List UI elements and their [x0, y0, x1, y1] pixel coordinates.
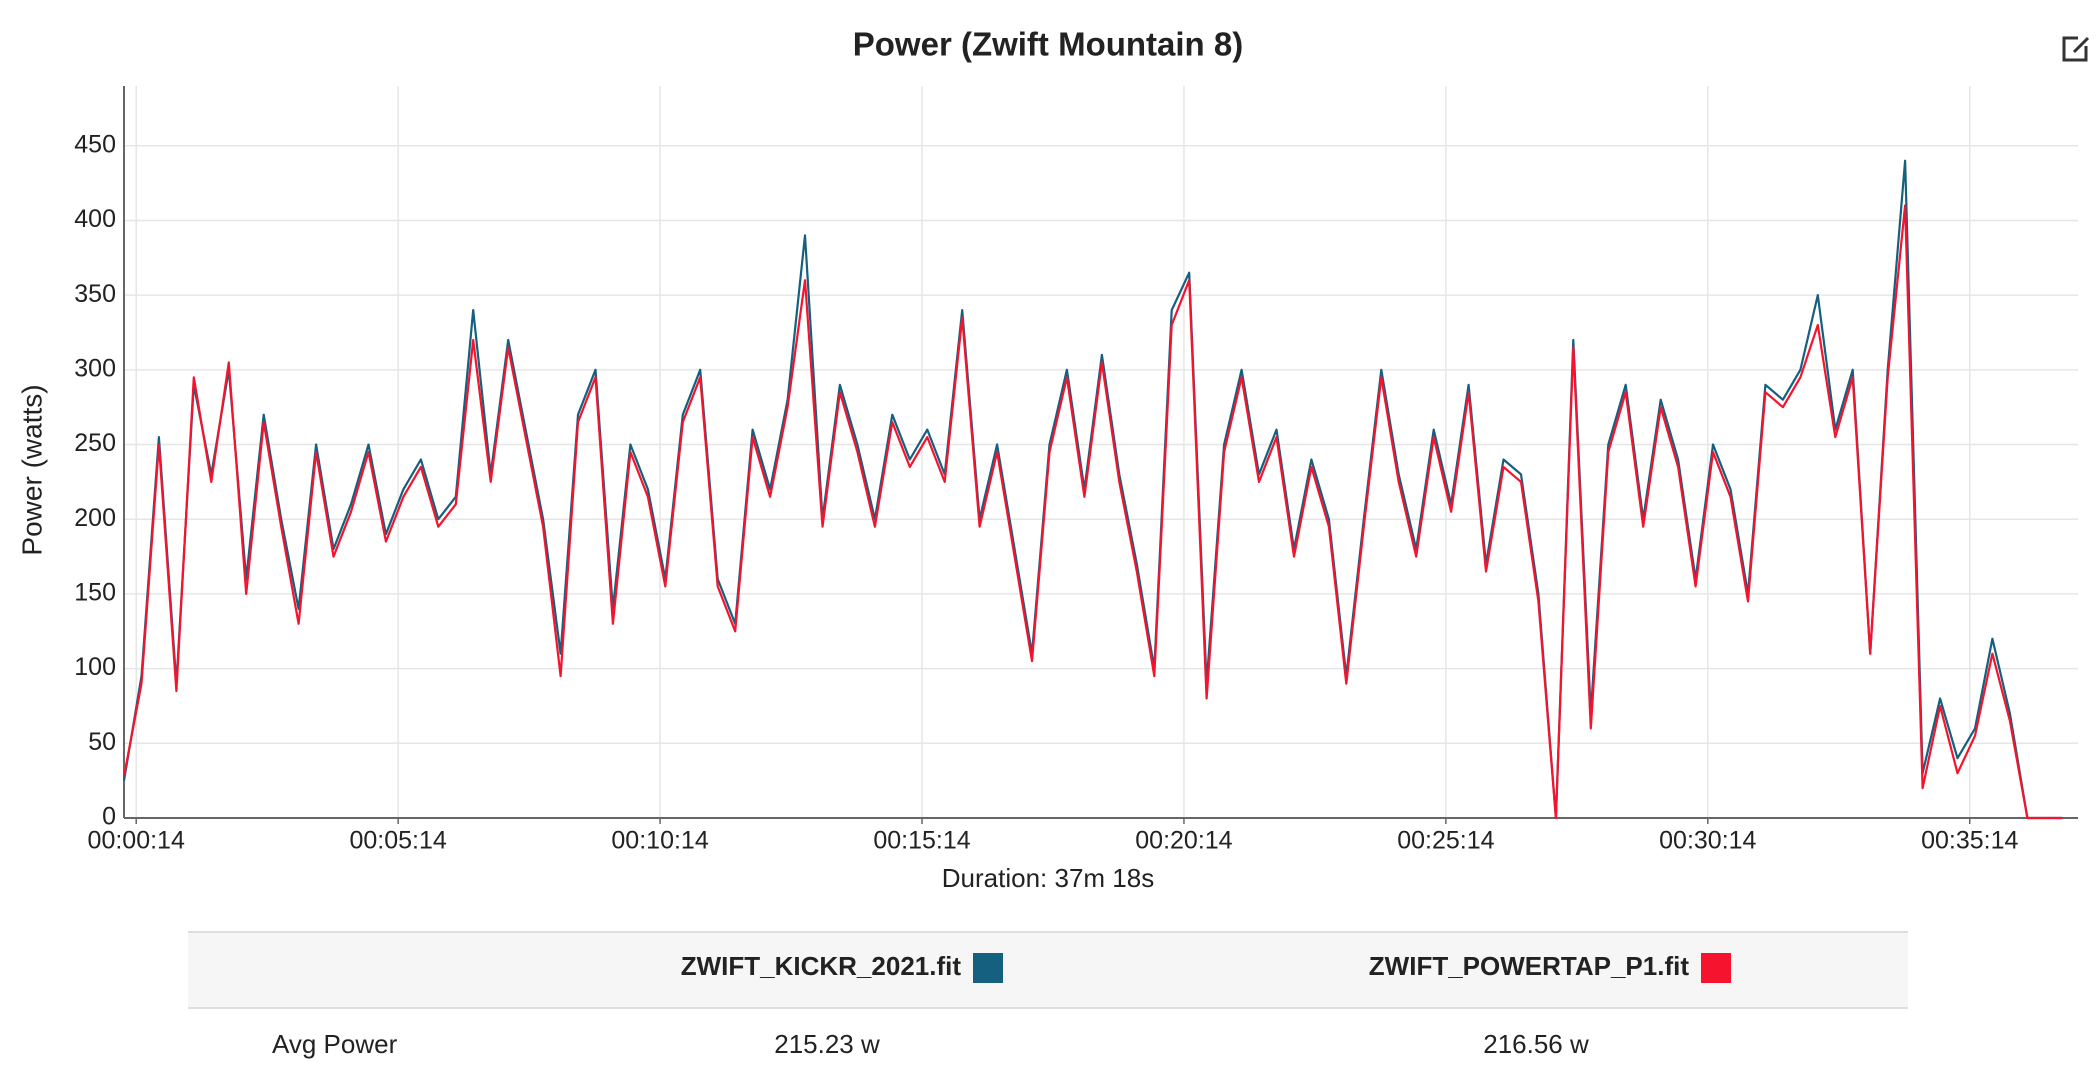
x-tick-label: 00:05:14 — [349, 827, 446, 855]
chart: Power (Zwift Mountain 8) Duration: 37m 1… — [16, 26, 2090, 893]
series-line — [122, 159, 2063, 820]
row-label: Avg Power — [272, 1029, 398, 1059]
x-tick-label: 00:00:14 — [88, 827, 185, 855]
y-tick-label: 200 — [74, 504, 116, 532]
x-axis-label: Duration: 37m 18s — [942, 863, 1154, 893]
column-header: ZWIFT_KICKR_2021.fit — [680, 951, 1003, 984]
column-header: ZWIFT_POWERTAP_P1.fit — [1368, 951, 1731, 984]
y-tick-label: 100 — [74, 653, 116, 681]
y-tick-label: 350 — [74, 280, 116, 308]
x-tick-label: 00:20:14 — [1135, 827, 1232, 855]
y-tick-label: 400 — [74, 205, 116, 233]
y-tick-label: 300 — [74, 354, 116, 382]
column-name: ZWIFT_POWERTAP_P1.fit — [1368, 951, 1689, 981]
x-tick-label: 00:15:14 — [873, 827, 970, 855]
y-tick-label: 250 — [74, 429, 116, 457]
edit-icon[interactable] — [2062, 36, 2090, 62]
x-tick-label: 00:30:14 — [1659, 827, 1756, 855]
legend-swatch — [973, 953, 1003, 984]
y-tick-label: 450 — [74, 130, 116, 158]
x-tick-label: 00:35:14 — [1921, 827, 2018, 855]
y-axis-label: Power (watts) — [16, 384, 47, 555]
y-tick-label: 0 — [102, 803, 116, 831]
cell-value: 216.56 w — [1483, 1029, 1589, 1059]
series-line — [122, 204, 2063, 820]
table-header — [188, 931, 1908, 1009]
x-tick-label: 00:25:14 — [1397, 827, 1494, 855]
x-tick-label: 00:10:14 — [611, 827, 708, 855]
chart-title: Power (Zwift Mountain 8) — [853, 26, 1243, 63]
legend-swatch — [1701, 953, 1731, 984]
y-tick-label: 150 — [74, 579, 116, 607]
column-name: ZWIFT_KICKR_2021.fit — [680, 951, 961, 981]
y-tick-label: 50 — [88, 728, 116, 756]
cell-value: 215.23 w — [774, 1029, 880, 1059]
